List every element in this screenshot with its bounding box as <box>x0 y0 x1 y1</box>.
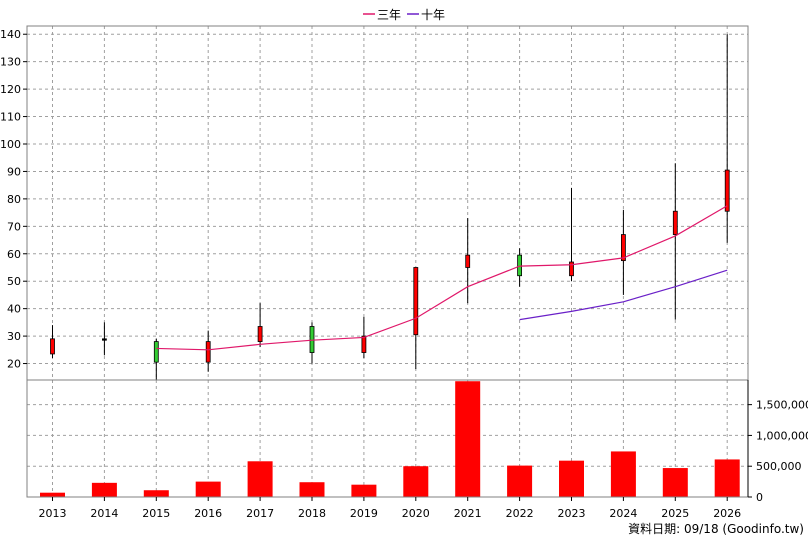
volume-bar <box>143 490 169 497</box>
price-candles <box>50 34 730 380</box>
price-tick-label: 130 <box>0 56 21 69</box>
grid-lines <box>27 26 748 497</box>
volume-bar <box>299 482 325 497</box>
price-tick-label: 70 <box>7 220 21 233</box>
volume-tick-label: 0 <box>756 491 763 504</box>
price-tick-label: 100 <box>0 138 21 151</box>
candle-body <box>361 335 367 353</box>
candle-body <box>309 326 315 353</box>
x-tick-label: 2022 <box>506 507 534 520</box>
x-tick-label: 2025 <box>661 507 689 520</box>
volume-tick-label: 1,500,000 <box>756 399 808 412</box>
volume-bar <box>507 465 533 497</box>
price-tick-label: 120 <box>0 83 21 96</box>
legend-label: 三年 <box>377 8 401 22</box>
legend: 三年 十年 <box>363 8 445 22</box>
volume-bar <box>195 481 221 497</box>
volume-bar <box>714 459 740 497</box>
candle-body <box>517 254 522 277</box>
x-tick-label: 2020 <box>402 507 430 520</box>
candle-body <box>153 341 159 363</box>
price-tick-label: 40 <box>7 303 21 316</box>
price-tick-label: 90 <box>7 165 21 178</box>
x-tick-label: 2021 <box>454 507 482 520</box>
candle-body <box>205 341 211 363</box>
x-tick-label: 2018 <box>298 507 326 520</box>
candle-body <box>257 326 263 342</box>
axes: 2013 2014 2015 2016 2017 2018 2019 2020 2021 2022… <box>0 25 808 520</box>
plot-frame <box>26 25 749 498</box>
volume-bar <box>247 461 273 497</box>
series-line <box>156 205 728 351</box>
volume-bar <box>662 468 688 497</box>
volume-bars <box>40 381 740 497</box>
price-tick-label: 110 <box>0 111 21 124</box>
candle-body <box>413 267 419 336</box>
x-tick-label: 2026 <box>713 507 741 520</box>
candle-body <box>569 261 574 277</box>
candle-body <box>672 210 678 235</box>
x-tick-label: 2016 <box>194 507 222 520</box>
x-tick-label: 2015 <box>142 507 170 520</box>
candle-body <box>724 169 730 212</box>
moving-average-lines <box>156 205 728 351</box>
x-tick-label: 2013 <box>39 507 67 520</box>
x-tick-label: 2024 <box>609 507 637 520</box>
candle-body <box>465 254 471 268</box>
price-tick-label: 50 <box>7 275 21 288</box>
legend-label: 十年 <box>421 8 445 22</box>
price-tick-label: 20 <box>7 358 21 371</box>
volume-bar <box>91 482 117 497</box>
series-line <box>519 269 728 321</box>
x-tick-label: 2014 <box>90 507 118 520</box>
data-date-footer: 資料日期: 09/18 (Goodinfo.tw) <box>628 522 804 536</box>
volume-tick-label: 1,000,000 <box>756 429 808 442</box>
volume-bar <box>610 451 636 497</box>
price-tick-label: 140 <box>0 28 21 41</box>
x-tick-label: 2023 <box>558 507 586 520</box>
volume-bar <box>403 466 429 497</box>
candle-body <box>50 338 55 355</box>
price-tick-label: 60 <box>7 248 21 261</box>
x-tick-label: 2017 <box>246 507 274 520</box>
candle-body <box>102 338 107 341</box>
candle-body <box>621 234 626 262</box>
price-tick-label: 30 <box>7 330 21 343</box>
price-tick-label: 80 <box>7 193 21 206</box>
x-tick-label: 2019 <box>350 507 378 520</box>
volume-bar <box>455 381 481 497</box>
volume-bar <box>40 492 65 497</box>
volume-tick-label: 500,000 <box>756 460 802 473</box>
volume-bar <box>351 484 377 497</box>
volume-bar <box>559 460 584 497</box>
